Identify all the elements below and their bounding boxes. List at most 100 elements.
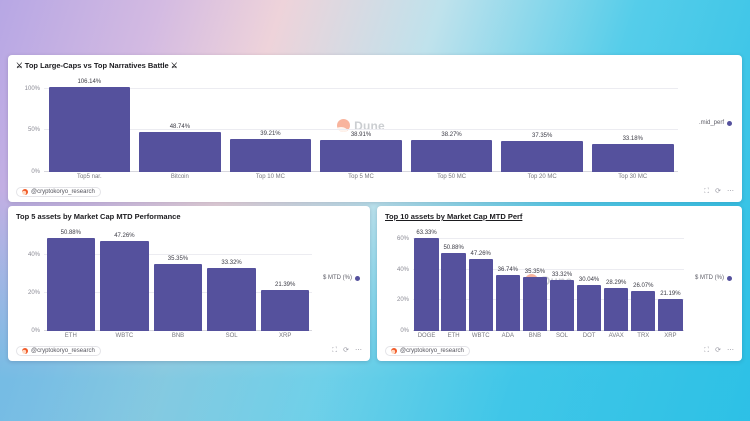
bar-value-label: 35.35% (524, 268, 546, 275)
bar-column-wbtc[interactable]: 47.26% WBTC (98, 230, 152, 339)
bar-column-xrp[interactable]: 21.39% XRP (258, 230, 312, 339)
bar[interactable] (153, 263, 203, 331)
x-axis-label: ETH (447, 333, 460, 339)
bar-chart-large-caps: Dune 0% 50% 100% 106.14% Top5 nar. 48.74% Bitc… (25, 79, 678, 180)
bar[interactable] (604, 287, 629, 331)
x-axis-label: WBTC (471, 333, 490, 339)
x-axis-label: ADA (501, 333, 514, 339)
bar-column-doge[interactable]: 63.33% DOGE (413, 230, 440, 339)
bar-value-label: 48.74% (169, 123, 191, 130)
more-icon[interactable]: ⋯ (355, 346, 362, 354)
chart-title-top10-link[interactable]: Top 10 assets by Market Cap MTD Perf (385, 212, 523, 221)
bar[interactable] (410, 140, 493, 172)
legend-dot-icon (355, 275, 360, 281)
bar[interactable] (576, 285, 602, 331)
bar[interactable] (522, 276, 548, 331)
bar[interactable] (495, 274, 521, 331)
bar-column-bnb[interactable]: 35.35% BNB (151, 230, 205, 339)
panel-top10-mtd: Top 10 assets by Market Cap MTD Perf Dun… (377, 206, 742, 361)
x-axis-label: Top 30 MC (618, 174, 648, 180)
more-icon[interactable]: ⋯ (727, 346, 734, 354)
y-axis-tick: 50% (27, 127, 40, 134)
fullscreen-icon[interactable]: ⛶ (704, 187, 710, 195)
bar-column-top-10-mc[interactable]: 39.21% Top 10 MC (225, 79, 316, 180)
bar[interactable] (46, 238, 95, 331)
fullscreen-icon[interactable]: ⛶ (704, 346, 710, 354)
bar-value-label: 39.21% (260, 131, 281, 138)
gridline: 40% (28, 252, 312, 258)
attribution-badge[interactable]: @cryptokoryo_research (16, 186, 101, 197)
bar-column-ada[interactable]: 36.74% ADA (494, 230, 521, 339)
bars-group: 50.88% ETH 47.26% WBTC 35.35% BNB 33.32% SOL 21.… (44, 230, 312, 339)
bar-column-top-20-mc[interactable]: 37.35% Top 20 MC (497, 79, 588, 180)
bar-column-sol[interactable]: 33.32% SOL (548, 230, 575, 339)
chart-title-large-caps: ⚔ Top Large-Caps vs Top Narratives Battl… (16, 61, 178, 70)
bar[interactable] (48, 87, 131, 172)
bar-column-bitcoin[interactable]: 48.74% Bitcoin (135, 79, 226, 180)
bar[interactable] (261, 290, 310, 331)
bar-column-top-50-mc[interactable]: 38.27% Top 50 MC (406, 79, 497, 180)
panel-actions: ⛶ ⟳ ⋯ (704, 347, 734, 355)
bar-column-sol[interactable]: 33.32% SOL (205, 230, 259, 339)
bar[interactable] (441, 253, 466, 331)
y-axis-tick: 60% (396, 236, 409, 243)
gridline: 100% (25, 86, 678, 92)
bar[interactable] (592, 144, 674, 172)
bar-value-label: 50.88% (60, 230, 81, 236)
dune-logo-icon (391, 347, 397, 354)
bar-column-avax[interactable]: 28.29% AVAX (603, 230, 630, 339)
bar-column-trx[interactable]: 26.07% TRX (630, 230, 657, 339)
panel-footer: @cryptokoryo_research ⛶ ⟳ ⋯ (16, 344, 362, 357)
bar-value-label: 30.04% (578, 277, 600, 284)
fullscreen-icon[interactable]: ⛶ (332, 346, 338, 354)
bar-column-top-5-mc[interactable]: 38.91% Top 5 MC (316, 79, 407, 180)
bar-column-dot[interactable]: 30.04% DOT (576, 230, 603, 339)
chart-area: Dune 0%20%40%60%63.33%DOGE50.88%ETH47.26… (385, 222, 734, 344)
bar-column-top5-nar-[interactable]: 106.14% Top5 nar. (44, 79, 135, 180)
refresh-icon[interactable]: ⟳ (715, 187, 721, 195)
bar-value-label: 38.27% (441, 132, 462, 139)
gridline: 60% (397, 236, 684, 242)
gridline: 40% (397, 267, 684, 273)
attribution-handle: @cryptokoryo_research (31, 188, 95, 195)
panel-footer: @cryptokoryo_research ⛶ ⟳ ⋯ (385, 344, 734, 357)
bar-column-eth[interactable]: 50.88% ETH (440, 230, 467, 339)
legend-dot-icon (727, 275, 732, 281)
bar-chart-top10: Dune 0%20%40%60%63.33%DOGE50.88%ETH47.26… (397, 230, 684, 339)
x-axis-label: DOGE (417, 333, 436, 339)
x-axis-label: BNB (171, 333, 185, 339)
bar[interactable] (631, 291, 656, 331)
x-axis-label: Top 50 MC (437, 174, 467, 180)
bar[interactable] (549, 280, 575, 331)
bar[interactable] (414, 238, 439, 331)
bar-column-bnb[interactable]: 35.35% BNB (521, 230, 548, 339)
bar[interactable] (468, 258, 493, 331)
x-axis-label: ETH (64, 333, 77, 339)
bar[interactable] (320, 139, 402, 172)
attribution-badge[interactable]: @cryptokoryo_research (385, 345, 470, 356)
panel-large-caps-battle: ⚔ Top Large-Caps vs Top Narratives Battl… (8, 55, 742, 202)
bar-column-top-30-mc[interactable]: 33.18% Top 30 MC (587, 79, 678, 180)
bar-chart-top5: Dune 0%20%40%50.88%ETH47.26%WBTC35.35%BN… (28, 230, 312, 339)
bar[interactable] (100, 240, 149, 331)
bar[interactable] (139, 131, 221, 172)
refresh-icon[interactable]: ⟳ (715, 346, 721, 354)
bar-column-wbtc[interactable]: 47.26% WBTC (467, 230, 494, 339)
bar-value-label: 36.74% (497, 266, 518, 273)
bar[interactable] (229, 139, 312, 172)
bar-value-label: 21.39% (274, 282, 296, 289)
more-icon[interactable]: ⋯ (727, 187, 734, 195)
bar-value-label: 47.26% (470, 250, 491, 257)
attribution-handle: @cryptokoryo_research (400, 347, 464, 354)
bar-value-label: 21.19% (660, 290, 681, 297)
bar-column-xrp[interactable]: 21.19% XRP (657, 230, 684, 339)
attribution-badge[interactable]: @cryptokoryo_research (16, 345, 101, 356)
bar[interactable] (658, 298, 683, 331)
x-axis-label: SOL (556, 333, 569, 339)
refresh-icon[interactable]: ⟳ (343, 346, 349, 354)
bar-column-eth[interactable]: 50.88% ETH (44, 230, 98, 339)
bar[interactable] (501, 141, 583, 172)
bar[interactable] (207, 267, 256, 331)
panel-actions: ⛶ ⟳ ⋯ (332, 347, 362, 355)
